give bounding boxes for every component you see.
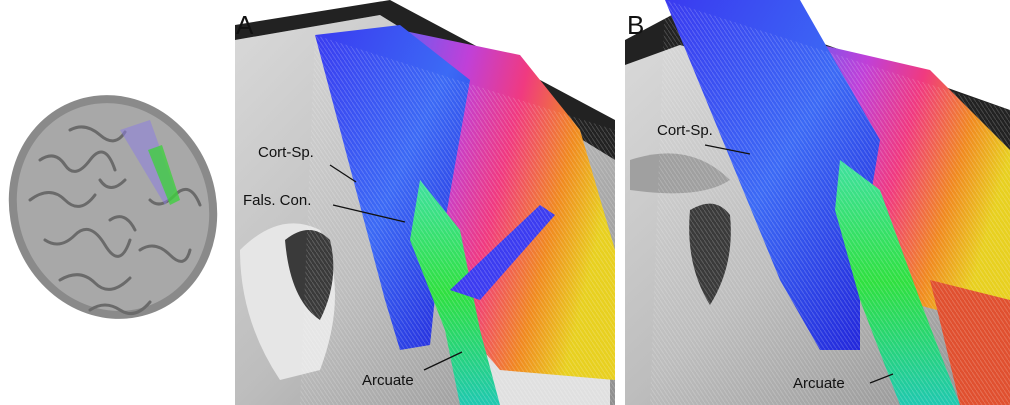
brain-render — [0, 66, 248, 349]
panel-b — [625, 0, 1010, 405]
figure: A B Cort-Sp. Fals. Con. Arcuate Cort-Sp.… — [0, 0, 1010, 405]
annotation: Fals. Con. — [243, 192, 311, 209]
annotation: Cort-Sp. — [258, 144, 314, 161]
panel-label: A — [236, 10, 254, 40]
annotation: Cort-Sp. — [657, 122, 713, 139]
annotation: Arcuate — [362, 372, 414, 389]
annotation: Arcuate — [793, 375, 845, 392]
panel-label: B — [627, 10, 644, 40]
